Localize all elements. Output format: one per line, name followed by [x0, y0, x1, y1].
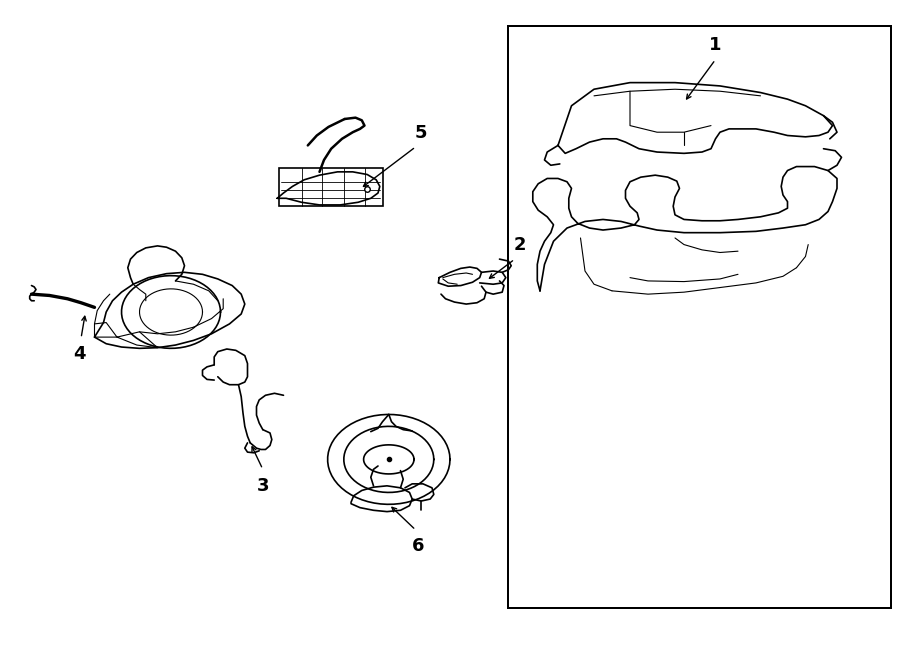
Bar	[508, 26, 891, 608]
Text: 6: 6	[412, 537, 425, 555]
Bar	[279, 168, 382, 206]
Text: 2: 2	[514, 237, 526, 254]
Text: 4: 4	[73, 345, 86, 363]
Text: 1: 1	[709, 36, 722, 54]
Text: 5: 5	[415, 124, 428, 142]
Text: 3: 3	[256, 477, 269, 495]
